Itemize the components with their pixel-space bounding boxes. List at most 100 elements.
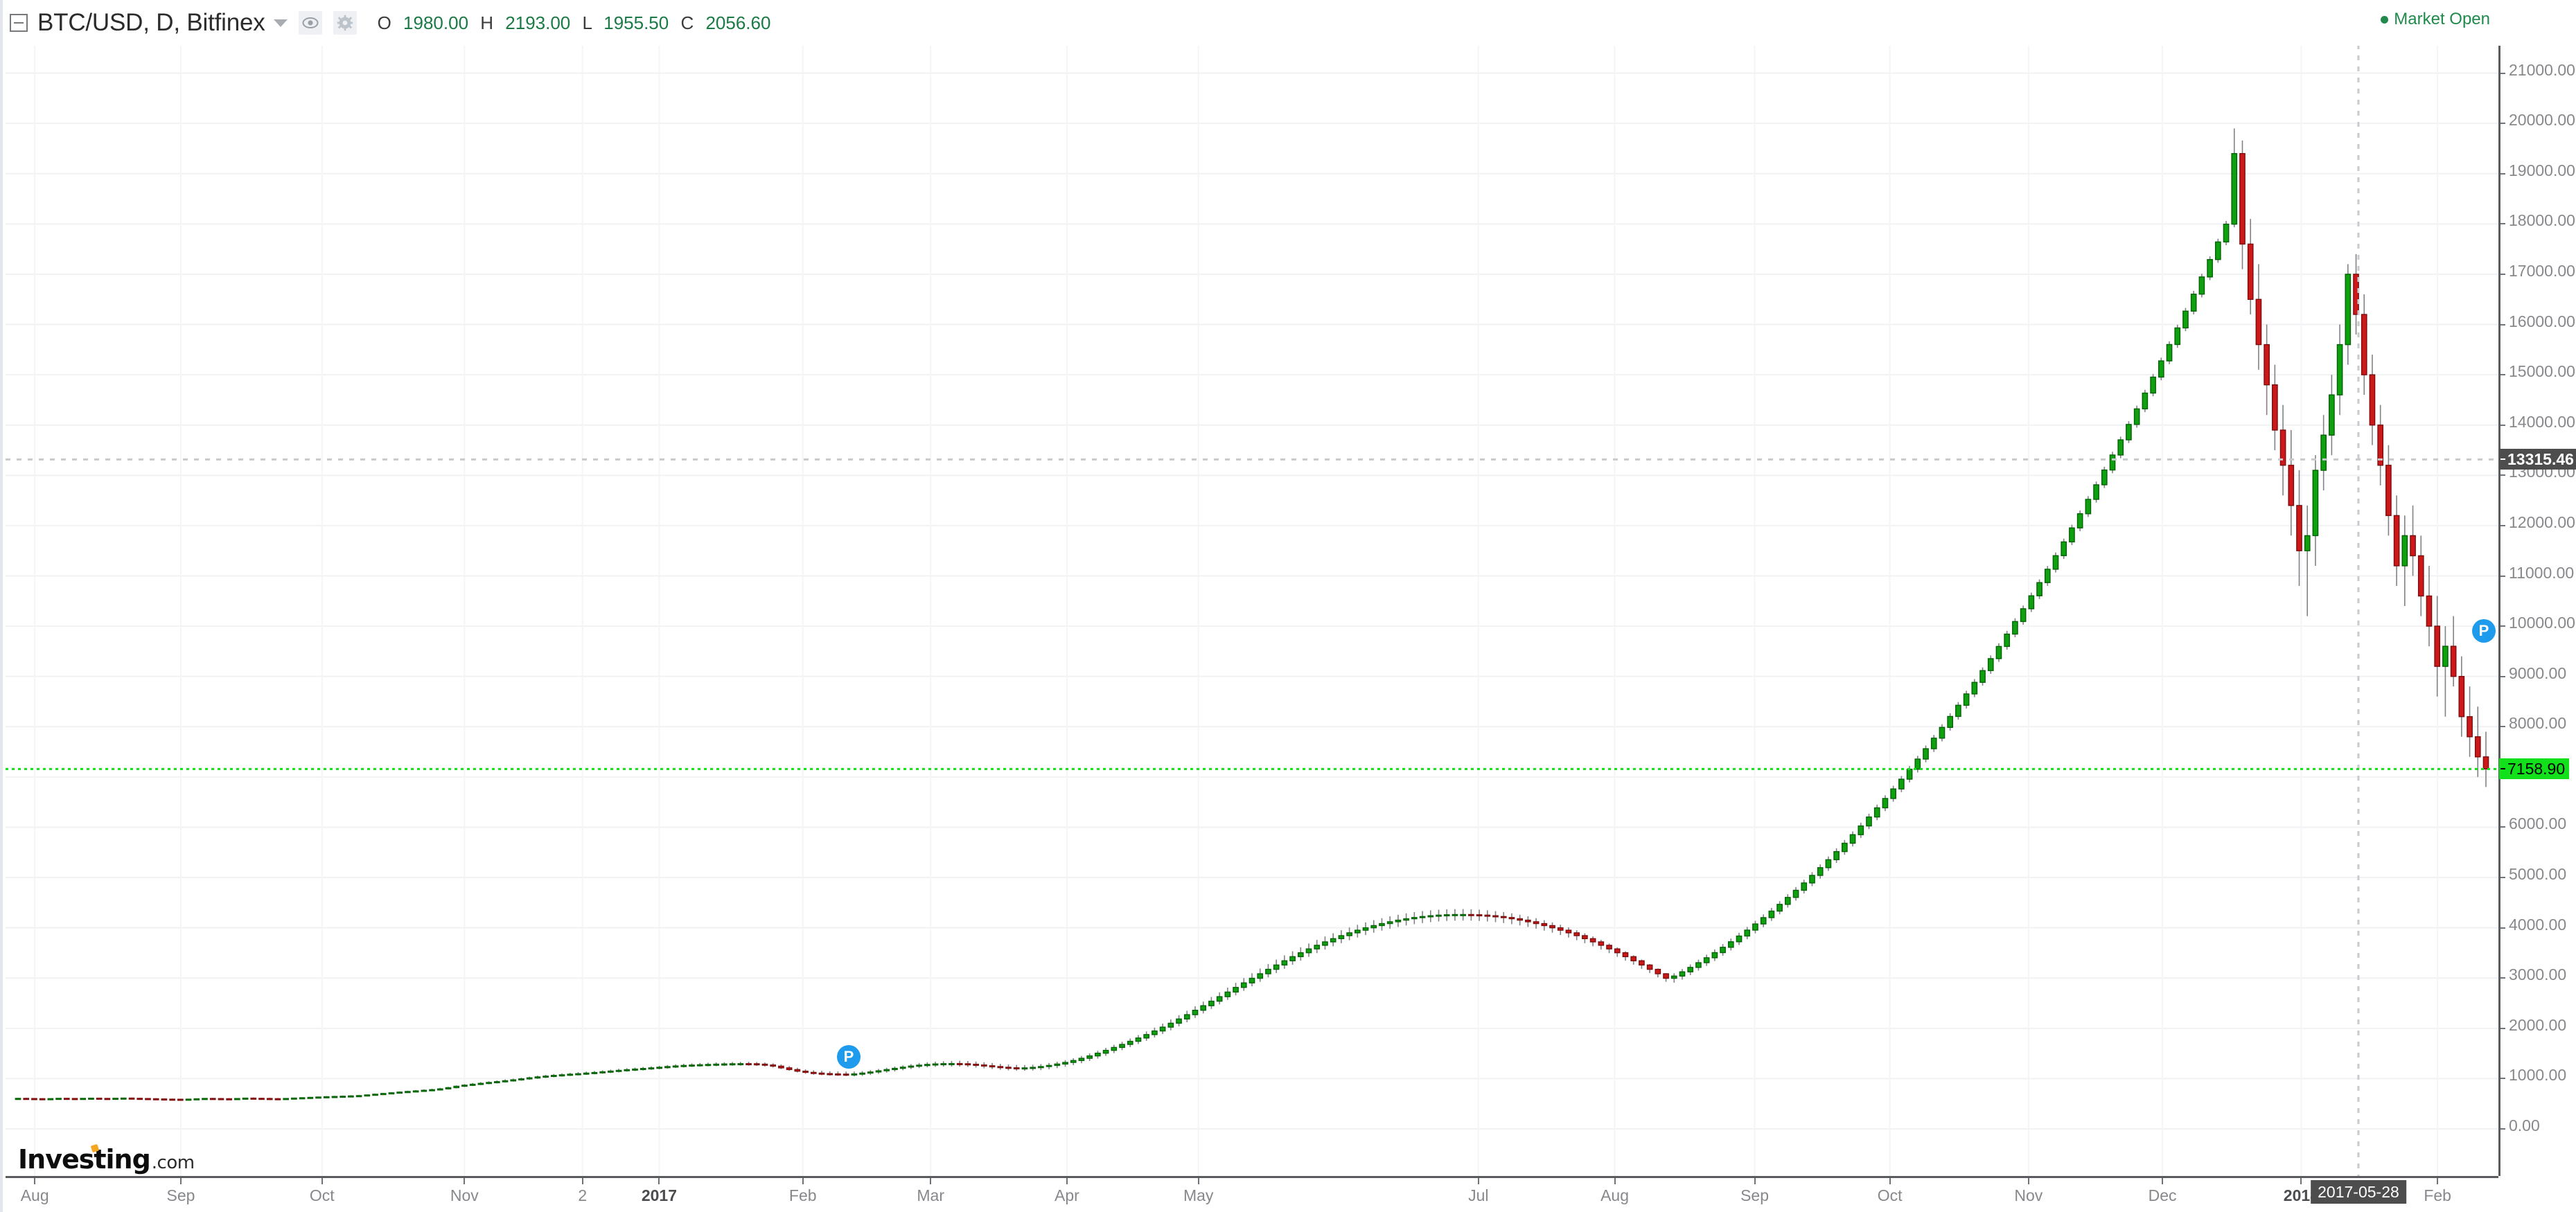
chart-plot-area[interactable] bbox=[6, 0, 2498, 1176]
time-axis-tick-label: Sep bbox=[1740, 1186, 1770, 1204]
price-axis-tick-label: 12000.00 bbox=[2509, 513, 2575, 531]
time-axis-tick-label: Apr bbox=[1055, 1186, 1079, 1204]
crosshair-price-flag: 13315.46 bbox=[2499, 449, 2576, 470]
eye-icon[interactable] bbox=[298, 11, 322, 35]
page-title[interactable]: BTC/USD, D, Bitfinex bbox=[37, 9, 265, 36]
price-axis[interactable]: 0.00 1000.00 2000.00 3000.00 4000.00 5000.00 6… bbox=[2498, 0, 2576, 1176]
tick-mark-icon bbox=[2500, 1027, 2505, 1029]
minus-box-icon[interactable] bbox=[10, 14, 28, 32]
tick-mark-icon bbox=[34, 1178, 36, 1184]
tick-mark-icon bbox=[2500, 524, 2505, 526]
ohlc-high-value: 2193.00 bbox=[505, 12, 571, 33]
tick-mark-icon bbox=[2500, 768, 2505, 770]
tick-mark-icon bbox=[1889, 1178, 1891, 1184]
crosshair bbox=[6, 0, 2498, 1176]
price-axis-tick-label: 8000.00 bbox=[2509, 714, 2567, 733]
tick-mark-icon bbox=[581, 1178, 583, 1184]
crosshair-price-flag-label: 13315.46 bbox=[2507, 449, 2574, 468]
grid-lines bbox=[6, 0, 2498, 1176]
tick-mark-icon bbox=[2500, 273, 2505, 275]
ohlc-readout: O 1980.00 H 2193.00 L 1955.50 C 2056.60 bbox=[378, 12, 771, 34]
price-axis-tick-label: 3000.00 bbox=[2509, 965, 2567, 984]
chart-legend-bar: BTC/USD, D, Bitfinex bbox=[3, 0, 2576, 46]
tick-mark-icon bbox=[2500, 1128, 2505, 1130]
price-axis-tick-label: 9000.00 bbox=[2509, 663, 2567, 682]
tick-mark-icon bbox=[321, 1178, 323, 1184]
tick-mark-icon bbox=[2300, 1178, 2302, 1184]
last-price-flag: 7158.90 bbox=[2499, 758, 2570, 780]
investing-logo: Investing .com bbox=[18, 1143, 195, 1175]
time-axis-tick-label: 2018 bbox=[2283, 1186, 2319, 1204]
pattern-marker-1[interactable]: P bbox=[837, 1045, 861, 1069]
candlestick-canvas bbox=[6, 0, 2498, 1176]
tick-mark-icon bbox=[2500, 675, 2505, 677]
ohlc-open-value: 1980.00 bbox=[403, 12, 469, 33]
tick-mark-icon bbox=[802, 1178, 804, 1184]
price-axis-tick-label: 14000.00 bbox=[2509, 412, 2575, 431]
investing-logo-suffix: .com bbox=[151, 1152, 195, 1173]
price-axis-tick-label: 16000.00 bbox=[2509, 312, 2575, 330]
ohlc-open-label: O bbox=[377, 12, 391, 33]
market-status-dot bbox=[2381, 15, 2389, 24]
time-axis-tick-label: Feb bbox=[788, 1186, 817, 1204]
tick-mark-icon bbox=[1197, 1178, 1199, 1184]
time-axis-tick-label: Feb bbox=[2424, 1186, 2451, 1204]
gear-icon[interactable] bbox=[333, 11, 357, 35]
time-axis-tick-label: 2 bbox=[578, 1186, 588, 1204]
price-axis-tick-label: 20000.00 bbox=[2509, 111, 2575, 130]
price-axis-tick-label: 11000.00 bbox=[2509, 563, 2575, 582]
price-axis-tick-label: 19000.00 bbox=[2509, 161, 2575, 179]
ohlc-low-value: 1955.50 bbox=[603, 12, 669, 33]
price-axis-tick-label: 5000.00 bbox=[2509, 865, 2567, 884]
price-axis-tick-label: 6000.00 bbox=[2509, 814, 2567, 833]
price-axis-tick-label: 21000.00 bbox=[2509, 60, 2575, 79]
tick-mark-icon bbox=[2500, 374, 2505, 376]
time-axis-tick-label: Dec bbox=[2148, 1186, 2177, 1204]
tick-mark-icon bbox=[2500, 927, 2505, 929]
time-axis-tick-label: May bbox=[1183, 1186, 1214, 1204]
time-axis[interactable]: Aug Sep Oct Nov 2 2017 Feb Mar Apr May Jul Aug Sep Oc… bbox=[6, 1176, 2498, 1212]
time-axis-tick-label: Aug bbox=[20, 1186, 49, 1204]
tick-mark-icon bbox=[2500, 223, 2505, 225]
tick-mark-icon bbox=[2437, 1178, 2439, 1184]
price-axis-tick-label: 1000.00 bbox=[2509, 1066, 2567, 1085]
tick-mark-icon bbox=[2500, 424, 2505, 426]
tick-mark-icon bbox=[1754, 1178, 1756, 1184]
chevron-down-icon[interactable] bbox=[273, 19, 288, 27]
tick-mark-icon bbox=[2500, 977, 2505, 979]
tick-mark-icon bbox=[2500, 575, 2505, 577]
last-price-flag-label: 7158.90 bbox=[2507, 759, 2566, 778]
tick-mark-icon bbox=[464, 1178, 466, 1184]
tick-mark-icon bbox=[1614, 1178, 1616, 1184]
time-axis-tick-label: Mar bbox=[917, 1186, 944, 1204]
tick-mark-icon bbox=[2500, 474, 2505, 476]
price-axis-tick-label: 2000.00 bbox=[2509, 1015, 2567, 1034]
tick-mark-icon bbox=[2500, 458, 2505, 461]
tick-mark-icon bbox=[2500, 72, 2505, 74]
price-axis-tick-label: 17000.00 bbox=[2509, 261, 2575, 280]
time-axis-tick-label: Oct bbox=[1877, 1186, 1903, 1204]
crosshair-date-flag: 2017-05-28 bbox=[2311, 1180, 2406, 1204]
tick-mark-icon bbox=[658, 1178, 660, 1184]
legend-left-group: BTC/USD, D, Bitfinex bbox=[3, 9, 770, 37]
tick-mark-icon bbox=[2027, 1178, 2029, 1184]
investing-logo-brand: Investing bbox=[18, 1144, 151, 1175]
candles bbox=[15, 128, 2489, 1101]
tick-mark-icon bbox=[1477, 1178, 1479, 1184]
tick-mark-icon bbox=[2500, 323, 2505, 326]
tick-mark-icon bbox=[2500, 877, 2505, 879]
tick-mark-icon bbox=[2500, 123, 2505, 125]
time-axis-tick-label: Oct bbox=[309, 1186, 335, 1204]
tick-mark-icon bbox=[2162, 1178, 2164, 1184]
price-axis-tick-label: 15000.00 bbox=[2509, 362, 2575, 381]
ohlc-low-label: L bbox=[582, 12, 592, 33]
price-axis-tick-label: 10000.00 bbox=[2509, 614, 2575, 632]
ohlc-high-label: H bbox=[480, 12, 494, 33]
pattern-marker-2[interactable]: P bbox=[2472, 619, 2496, 643]
time-axis-tick-label: Nov bbox=[2014, 1186, 2043, 1204]
tick-mark-icon bbox=[2500, 726, 2505, 728]
time-axis-tick-label: Nov bbox=[450, 1186, 479, 1204]
price-axis-tick-label: 4000.00 bbox=[2509, 915, 2567, 934]
market-status-label: Market Open bbox=[2394, 10, 2490, 28]
